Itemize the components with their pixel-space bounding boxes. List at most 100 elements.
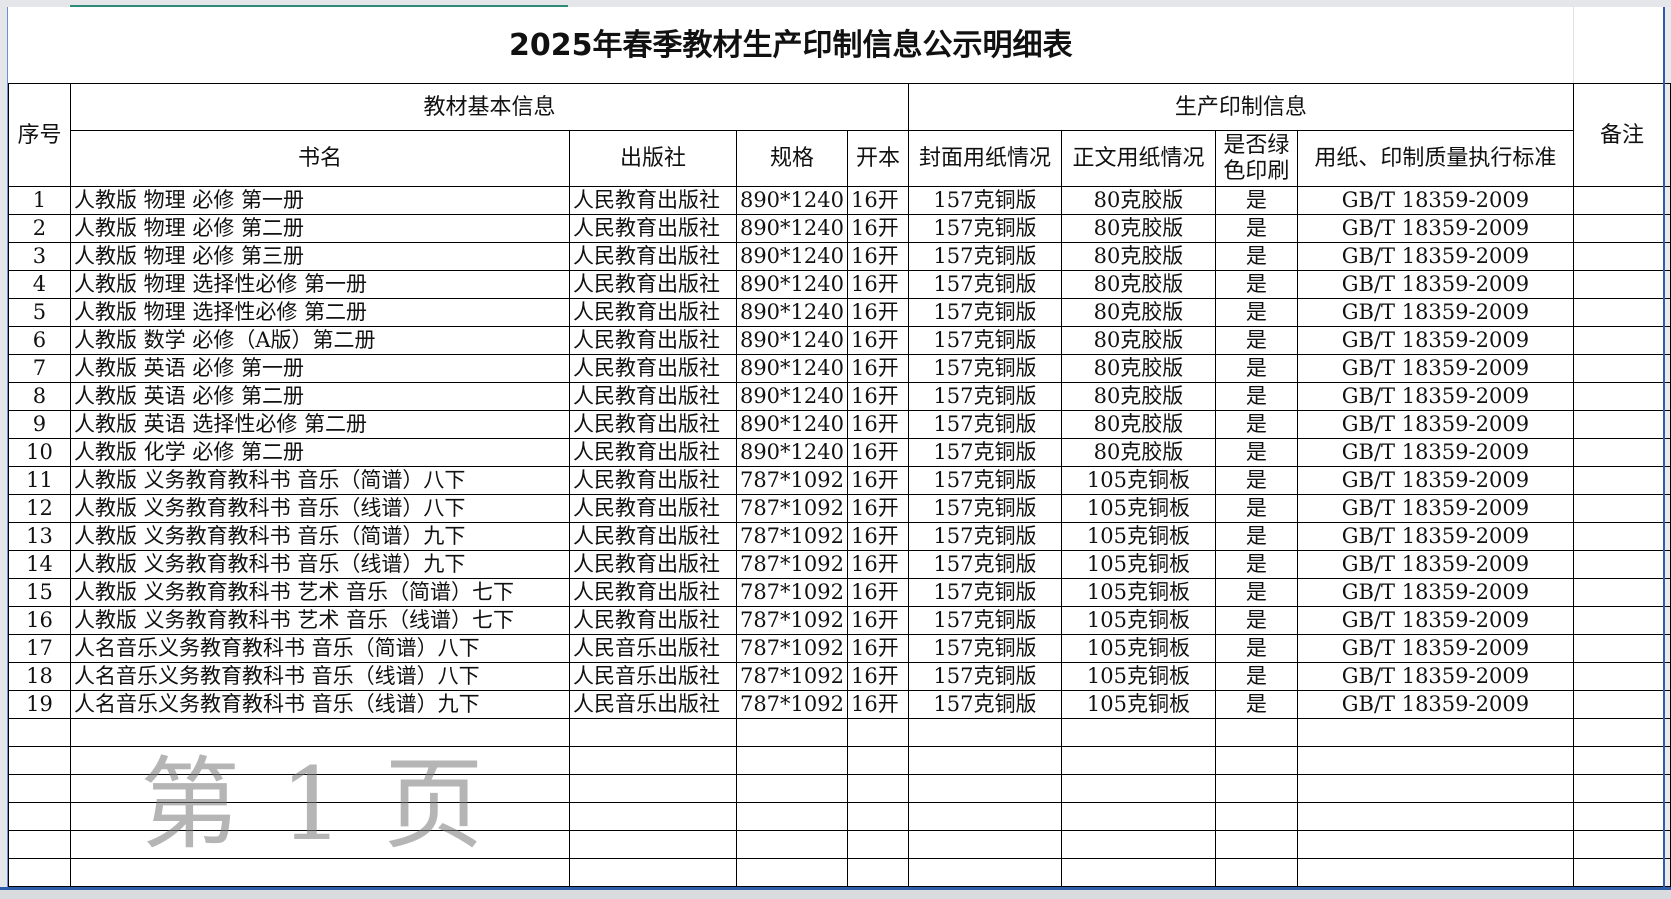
cell-publisher[interactable]: 人民教育出版社 [568, 242, 737, 271]
cell-format[interactable]: 16开 [846, 242, 909, 271]
cell-format[interactable]: 16开 [846, 410, 909, 439]
empty-cell[interactable] [735, 802, 848, 831]
cell-spec[interactable]: 787*1092 [735, 634, 848, 663]
cell-green[interactable]: 是 [1214, 438, 1298, 467]
cell-spec[interactable]: 787*1092 [735, 606, 848, 635]
empty-cell[interactable] [735, 830, 848, 859]
cell-body[interactable]: 105克铜板 [1060, 634, 1216, 663]
cell-remark[interactable] [1572, 242, 1671, 271]
cell-standard[interactable]: GB/T 18359-2009 [1296, 186, 1574, 215]
cell-standard[interactable]: GB/T 18359-2009 [1296, 298, 1574, 327]
cell-seq[interactable]: 19 [8, 690, 71, 719]
cell-seq[interactable]: 16 [8, 606, 71, 635]
header-green[interactable]: 是否绿色印刷 [1214, 130, 1298, 187]
cell-green[interactable]: 是 [1214, 634, 1298, 663]
cell-format[interactable]: 16开 [846, 550, 909, 579]
empty-cell[interactable] [735, 718, 848, 747]
cell-body[interactable]: 105克铜板 [1060, 466, 1216, 495]
cell-body[interactable]: 105克铜板 [1060, 550, 1216, 579]
empty-cell[interactable] [1572, 718, 1671, 747]
cell-green[interactable]: 是 [1214, 242, 1298, 271]
cell-body[interactable]: 80克胶版 [1060, 410, 1216, 439]
cell-seq[interactable]: 2 [8, 214, 71, 243]
empty-cell[interactable] [1214, 830, 1298, 859]
empty-cell[interactable] [568, 830, 737, 859]
cell-publisher[interactable]: 人民教育出版社 [568, 438, 737, 467]
cell-seq[interactable]: 3 [8, 242, 71, 271]
cell-seq[interactable]: 17 [8, 634, 71, 663]
cell-remark[interactable] [1572, 354, 1671, 383]
cell-format[interactable]: 16开 [846, 606, 909, 635]
cell-spec[interactable]: 787*1092 [735, 494, 848, 523]
cell-cover[interactable]: 157克铜版 [907, 382, 1062, 411]
cell-spec[interactable]: 787*1092 [735, 578, 848, 607]
cell-cover[interactable]: 157克铜版 [907, 438, 1062, 467]
empty-cell[interactable] [8, 746, 71, 775]
empty-cell[interactable] [907, 718, 1062, 747]
cell-cover[interactable]: 157克铜版 [907, 242, 1062, 271]
cell-green[interactable]: 是 [1214, 690, 1298, 719]
cell-cover[interactable]: 157克铜版 [907, 410, 1062, 439]
cell-book[interactable]: 人教版 义务教育教科书 艺术 音乐（简谱）七下 [69, 578, 570, 607]
cell-book[interactable]: 人教版 英语 选择性必修 第二册 [69, 410, 570, 439]
cell-format[interactable]: 16开 [846, 578, 909, 607]
cell-publisher[interactable]: 人民教育出版社 [568, 354, 737, 383]
cell-seq[interactable]: 13 [8, 522, 71, 551]
cell-publisher[interactable]: 人民教育出版社 [568, 606, 737, 635]
header-seq[interactable]: 序号 [8, 83, 71, 187]
cell-book[interactable]: 人教版 化学 必修 第二册 [69, 438, 570, 467]
cell-seq[interactable]: 12 [8, 494, 71, 523]
cell-green[interactable]: 是 [1214, 578, 1298, 607]
cell-body[interactable]: 80克胶版 [1060, 242, 1216, 271]
empty-cell[interactable] [735, 746, 848, 775]
cell-book[interactable]: 人名音乐义务教育教科书 音乐（简谱）八下 [69, 634, 570, 663]
cell-spec[interactable]: 787*1092 [735, 522, 848, 551]
cell-cover[interactable]: 157克铜版 [907, 578, 1062, 607]
cell-seq[interactable]: 4 [8, 270, 71, 299]
cell-standard[interactable]: GB/T 18359-2009 [1296, 494, 1574, 523]
cell-seq[interactable]: 1 [8, 186, 71, 215]
cell-body[interactable]: 80克胶版 [1060, 214, 1216, 243]
cell-green[interactable]: 是 [1214, 410, 1298, 439]
cell-standard[interactable]: GB/T 18359-2009 [1296, 690, 1574, 719]
cell-remark[interactable] [1572, 606, 1671, 635]
empty-cell[interactable] [735, 774, 848, 803]
cell-body[interactable]: 80克胶版 [1060, 270, 1216, 299]
cell-body[interactable]: 105克铜板 [1060, 606, 1216, 635]
cell-standard[interactable]: GB/T 18359-2009 [1296, 578, 1574, 607]
cell-remark[interactable] [1572, 550, 1671, 579]
cell-remark[interactable] [1572, 214, 1671, 243]
cell-green[interactable]: 是 [1214, 298, 1298, 327]
cell-book[interactable]: 人教版 物理 选择性必修 第一册 [69, 270, 570, 299]
cell-format[interactable]: 16开 [846, 522, 909, 551]
cell-book[interactable]: 人教版 义务教育教科书 音乐（线谱）八下 [69, 494, 570, 523]
cell-format[interactable]: 16开 [846, 690, 909, 719]
empty-cell[interactable] [1214, 802, 1298, 831]
cell-spec[interactable]: 890*1240 [735, 242, 848, 271]
header-remark[interactable]: 备注 [1572, 83, 1671, 187]
empty-cell[interactable] [907, 830, 1062, 859]
cell-book[interactable]: 人教版 义务教育教科书 音乐（简谱）八下 [69, 466, 570, 495]
empty-cell[interactable] [1060, 830, 1216, 859]
empty-cell[interactable] [1296, 830, 1574, 859]
cell-book[interactable]: 人名音乐义务教育教科书 音乐（线谱）九下 [69, 690, 570, 719]
cell-seq[interactable]: 18 [8, 662, 71, 691]
cell-book[interactable]: 人教版 数学 必修（A版）第二册 [69, 326, 570, 355]
cell-standard[interactable]: GB/T 18359-2009 [1296, 466, 1574, 495]
cell-publisher[interactable]: 人民教育出版社 [568, 410, 737, 439]
cell-remark[interactable] [1572, 326, 1671, 355]
empty-cell[interactable] [1296, 718, 1574, 747]
cell-book[interactable]: 人教版 英语 必修 第一册 [69, 354, 570, 383]
cell-publisher[interactable]: 人民音乐出版社 [568, 690, 737, 719]
cell-publisher[interactable]: 人民教育出版社 [568, 578, 737, 607]
cell-seq[interactable]: 6 [8, 326, 71, 355]
header-standard[interactable]: 用纸、印制质量执行标准 [1296, 130, 1574, 187]
cell-body[interactable]: 80克胶版 [1060, 298, 1216, 327]
cell-remark[interactable] [1572, 466, 1671, 495]
empty-cell[interactable] [1572, 858, 1671, 887]
empty-cell[interactable] [1572, 774, 1671, 803]
cell-standard[interactable]: GB/T 18359-2009 [1296, 270, 1574, 299]
empty-cell[interactable] [568, 802, 737, 831]
empty-cell[interactable] [568, 718, 737, 747]
cell-body[interactable]: 105克铜板 [1060, 578, 1216, 607]
